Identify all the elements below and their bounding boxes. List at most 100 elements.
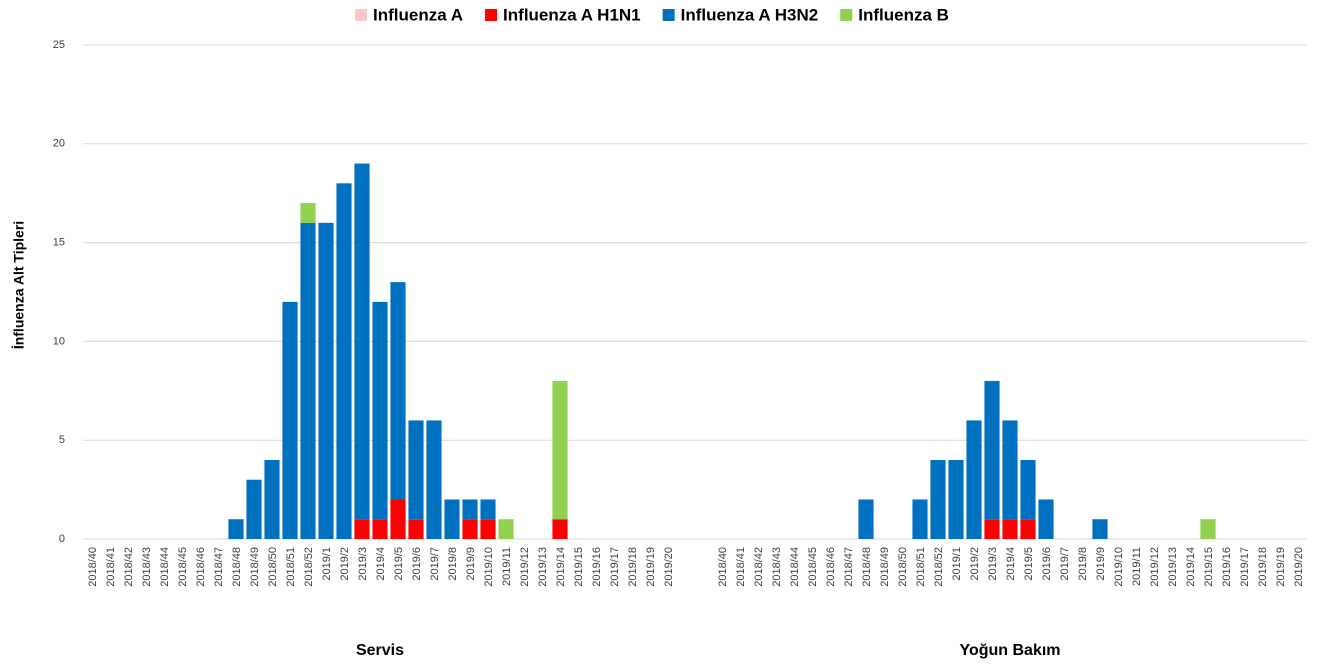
x-tick-label: 2019/16 (1221, 547, 1233, 587)
bar-segment (552, 380, 568, 520)
legend-swatch (840, 9, 853, 21)
bar-segment (372, 519, 388, 539)
x-tick-label: 2018/51 (285, 547, 297, 587)
bar-segment (444, 499, 460, 539)
bar-segment (912, 499, 928, 539)
bar-segment (336, 183, 352, 539)
x-tick-label: 2018/41 (105, 547, 117, 587)
x-tick-label: 2018/48 (231, 547, 243, 587)
bar-segment (282, 301, 298, 539)
x-tick-label: 2019/11 (501, 547, 513, 586)
x-tick-label: 2019/8 (1077, 547, 1089, 581)
legend-label: Influenza A H3N2 (681, 5, 819, 24)
x-tick-label: 2019/14 (555, 547, 567, 587)
bar-segment (246, 479, 262, 539)
y-tick-label: 0 (59, 533, 65, 545)
x-tick-label: 2019/5 (1023, 547, 1035, 581)
x-tick-label: 2019/2 (339, 547, 351, 581)
bar-segment (372, 301, 388, 520)
legend-swatch (485, 9, 498, 21)
bar-segment (462, 499, 478, 520)
x-tick-label: 2019/19 (645, 547, 657, 587)
x-tick-label: 2019/20 (663, 547, 675, 587)
x-tick-label: 2019/18 (1257, 547, 1269, 587)
y-axis-label: İnfluenza Alt Tipleri (11, 221, 27, 349)
bar-segment (552, 519, 568, 539)
bar-segment (228, 519, 244, 539)
bar-segment (408, 420, 424, 520)
group-label: Yoğun Bakım (959, 642, 1060, 659)
x-tick-label: 2019/13 (537, 547, 549, 587)
bar-segment (948, 459, 964, 539)
y-tick-label: 25 (53, 39, 65, 51)
x-tick-label: 2018/45 (807, 547, 819, 587)
bar-segment (858, 499, 874, 539)
legend-label: Influenza A (373, 5, 463, 24)
y-tick-label: 20 (53, 138, 65, 150)
bar-segment (408, 519, 424, 539)
x-tick-label: 2019/4 (375, 547, 387, 581)
x-tick-label: 2018/52 (933, 547, 945, 587)
legend-label: Influenza B (858, 5, 949, 24)
x-tick-label: 2019/7 (1059, 547, 1071, 581)
x-tick-label: 2018/45 (177, 547, 189, 587)
x-tick-label: 2018/48 (861, 547, 873, 587)
x-tick-label: 2018/41 (735, 547, 747, 587)
legend: Influenza A Influenza A H1N1 Influenza A H… (355, 5, 949, 24)
bar-segment (354, 163, 370, 520)
bar-segment (462, 519, 478, 539)
y-tick-label: 5 (59, 434, 65, 446)
legend-swatch (355, 9, 367, 21)
x-tick-label: 2019/1 (951, 547, 963, 581)
bar-segment (930, 459, 946, 539)
group-label: Servis (356, 642, 404, 659)
bar-segment (984, 380, 1000, 520)
x-tick-label: 2019/17 (609, 547, 621, 587)
x-tick-label: 2019/5 (393, 547, 405, 581)
x-tick-label: 2019/7 (429, 547, 441, 581)
bar-segment (390, 499, 406, 539)
bar-segment (426, 420, 442, 539)
x-tick-label: 2018/47 (843, 547, 855, 587)
legend-label: Influenza A H1N1 (503, 5, 641, 24)
x-tick-label: 2018/51 (915, 547, 927, 587)
x-tick-label: 2019/8 (447, 547, 459, 581)
x-tick-label: 2019/13 (1167, 547, 1179, 587)
x-tick-label: 2018/49 (249, 547, 261, 587)
x-tick-label: 2019/11 (1131, 547, 1143, 586)
bar-segment (264, 459, 280, 539)
x-tick-label: 2019/4 (1005, 547, 1017, 581)
x-tick-label: 2019/10 (483, 547, 495, 587)
bar-segment (354, 519, 370, 539)
bar-segment (1020, 519, 1036, 539)
bar-segment (1200, 519, 1216, 539)
x-tick-label: 2019/9 (465, 547, 477, 581)
y-tick-label: 15 (53, 237, 65, 249)
x-tick-label: 2019/18 (627, 547, 639, 587)
x-tick-label: 2019/6 (411, 547, 423, 581)
bar-segment (480, 499, 496, 520)
bar-segment (984, 519, 1000, 539)
x-tick-label: 2019/15 (573, 547, 585, 587)
bar-segment (480, 519, 496, 539)
bar-segment (498, 519, 514, 539)
bar-segment (1002, 519, 1018, 539)
x-tick-label: 2019/1 (321, 547, 333, 581)
x-tick-label: 2018/40 (717, 547, 729, 587)
x-tick-label: 2018/43 (771, 547, 783, 587)
x-tick-label: 2018/42 (753, 547, 765, 587)
bar-segment (1002, 420, 1018, 520)
bar-segment (318, 222, 334, 539)
x-tick-label: 2019/14 (1185, 547, 1197, 587)
x-tick-label: 2019/10 (1113, 547, 1125, 587)
x-tick-label: 2019/3 (357, 547, 369, 581)
x-tick-label: 2018/50 (267, 547, 279, 587)
bar-segment (1020, 459, 1036, 520)
x-tick-label: 2018/49 (879, 547, 891, 587)
x-tick-label: 2018/40 (87, 547, 99, 587)
x-tick-label: 2018/42 (123, 547, 135, 587)
x-tick-label: 2018/50 (897, 547, 909, 587)
x-tick-label: 2019/17 (1239, 547, 1251, 587)
x-tick-label: 2019/3 (987, 547, 999, 581)
x-tick-label: 2019/15 (1203, 547, 1215, 587)
